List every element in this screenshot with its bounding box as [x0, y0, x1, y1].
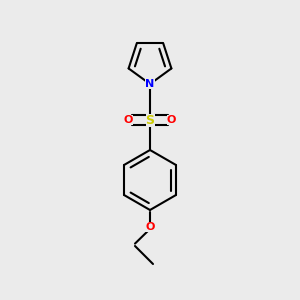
Text: O: O: [145, 221, 155, 232]
Text: O: O: [167, 115, 176, 125]
Text: S: S: [146, 113, 154, 127]
Text: O: O: [124, 115, 133, 125]
Text: N: N: [146, 79, 154, 89]
